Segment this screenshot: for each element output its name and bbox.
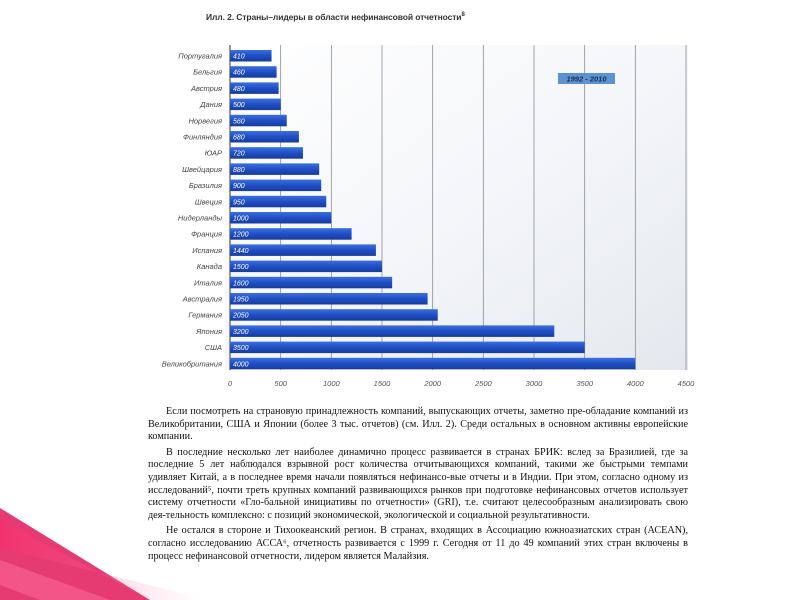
category-label: Бельгия xyxy=(193,68,222,77)
bar-value-label: 1500 xyxy=(233,264,249,271)
plot-background xyxy=(225,45,688,370)
bar xyxy=(230,276,393,289)
bar xyxy=(230,357,636,370)
category-label: Португалия xyxy=(178,52,222,61)
paragraph-2: В последние несколько лет наиболее динам… xyxy=(148,446,688,521)
bar-value-label: 880 xyxy=(233,167,245,174)
bar-value-label: 4000 xyxy=(233,361,249,368)
bar-value-label: 480 xyxy=(233,86,245,93)
x-tick-label: 1000 xyxy=(323,379,341,388)
category-label: Канада xyxy=(197,262,222,271)
x-tick-labels: 0 500 1000 1500 2000 2500 3000 3500 4000 4500 xyxy=(228,379,695,388)
category-label: Австрия xyxy=(190,84,222,93)
category-label: Швейцария xyxy=(182,165,222,174)
bar-value-label: 900 xyxy=(233,183,245,190)
category-label: Нидерланды xyxy=(178,214,223,223)
category-label: США xyxy=(205,343,222,352)
category-label: Финляндия xyxy=(183,133,222,142)
bar-value-label: 460 xyxy=(233,70,245,77)
bar xyxy=(230,341,585,354)
bar xyxy=(230,147,303,159)
bar xyxy=(230,131,299,143)
bar-value-label: 560 xyxy=(233,118,245,125)
x-tick-label: 3500 xyxy=(576,379,594,388)
category-labels: Португалия Бельгия Австрия Дания Норвегия Фин… xyxy=(162,52,223,369)
bar-value-label: 500 xyxy=(233,102,245,109)
bar-value-label: 1000 xyxy=(233,216,249,223)
bar-value-label: 1440 xyxy=(233,248,249,255)
bar-chart: 410 460 480 500 560 680 720 880 900 950 1000 1200 14… xyxy=(162,45,695,388)
bar xyxy=(230,325,555,337)
bar xyxy=(230,244,376,256)
category-label: Германия xyxy=(188,311,222,320)
x-tick-label: 2000 xyxy=(423,379,442,388)
bar-value-label: 3200 xyxy=(233,329,249,336)
bar xyxy=(230,309,438,321)
category-label: Дания xyxy=(199,100,222,109)
bar-value-label: 720 xyxy=(233,151,245,158)
bar-value-label: 410 xyxy=(233,54,245,61)
bar xyxy=(230,98,281,111)
category-label: Испания xyxy=(192,246,222,255)
bar-value-label: 3500 xyxy=(233,345,249,352)
bar xyxy=(230,260,382,273)
bar-value-label: 1200 xyxy=(233,232,249,239)
paragraph-1: Если посмотреть на страновую принадлежно… xyxy=(148,406,688,443)
category-label: Бразилия xyxy=(189,181,222,190)
bar xyxy=(230,195,327,208)
x-tick-label: 500 xyxy=(274,379,287,388)
bar xyxy=(230,82,279,94)
title-footnote: 8 xyxy=(461,12,465,19)
bars: 410 460 480 500 560 680 720 880 900 950 1000 1200 14… xyxy=(230,50,636,370)
period-badge-label: 1992 - 2010 xyxy=(566,75,607,84)
body-text: Если посмотреть на страновую принадлежно… xyxy=(148,406,688,563)
category-label: Норвегия xyxy=(188,116,222,125)
bar xyxy=(230,66,277,78)
bar-value-label: 950 xyxy=(233,199,245,206)
x-tick-label: 4500 xyxy=(678,379,696,388)
category-label: Франция xyxy=(191,230,222,239)
period-badge: 1992 - 2010 xyxy=(558,73,615,84)
x-tick-label: 0 xyxy=(228,379,233,388)
bar-value-label: 1950 xyxy=(233,297,249,304)
bar xyxy=(230,50,272,62)
bar xyxy=(230,163,320,175)
chart-title: Илл. 2. Страны–лидеры в области нефинанс… xyxy=(206,12,465,22)
paragraph-3: Не остался в стороне и Тихоокеанский рег… xyxy=(148,525,688,562)
category-label: Австралия xyxy=(182,295,222,304)
bar xyxy=(230,179,322,192)
bar-value-label: 2050 xyxy=(232,313,249,320)
bar xyxy=(230,212,332,224)
x-tick-label: 2500 xyxy=(474,379,493,388)
bar-value-label: 1600 xyxy=(233,280,249,287)
x-tick-label: 1500 xyxy=(374,379,392,388)
bar xyxy=(230,293,428,305)
bar-value-label: 680 xyxy=(233,135,245,142)
category-label: ЮАР xyxy=(205,149,222,158)
x-tick-label: 4000 xyxy=(627,379,645,388)
period-badge-box xyxy=(558,73,615,84)
bar xyxy=(230,228,352,240)
bar xyxy=(230,114,287,127)
category-label: Италия xyxy=(194,278,222,287)
x-tick-label: 3000 xyxy=(526,379,544,388)
category-label: Швеция xyxy=(195,197,222,206)
category-label: Великобритания xyxy=(162,359,222,368)
category-label: Япония xyxy=(195,327,222,336)
